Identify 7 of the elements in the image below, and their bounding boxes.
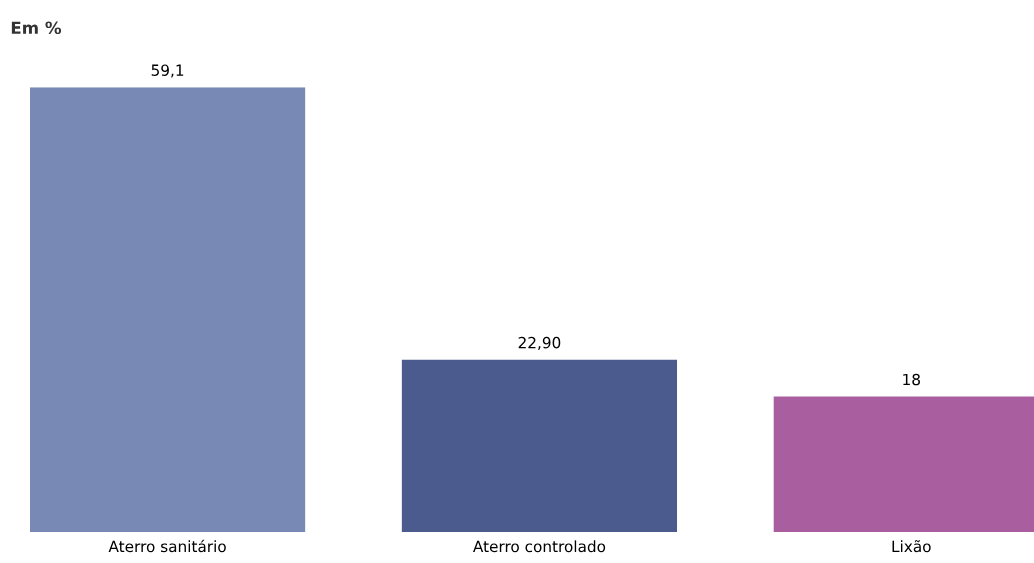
x-tick-label: Aterro sanitário [108,539,226,553]
data-label: 22,90 [518,336,561,350]
data-label: 18 [903,373,920,386]
data-label: 59,1 [151,64,184,78]
x-tick-label: Lixão [892,540,931,553]
x-tick-label: Aterro controlado [473,540,606,553]
chart-title: Em % [11,21,62,35]
